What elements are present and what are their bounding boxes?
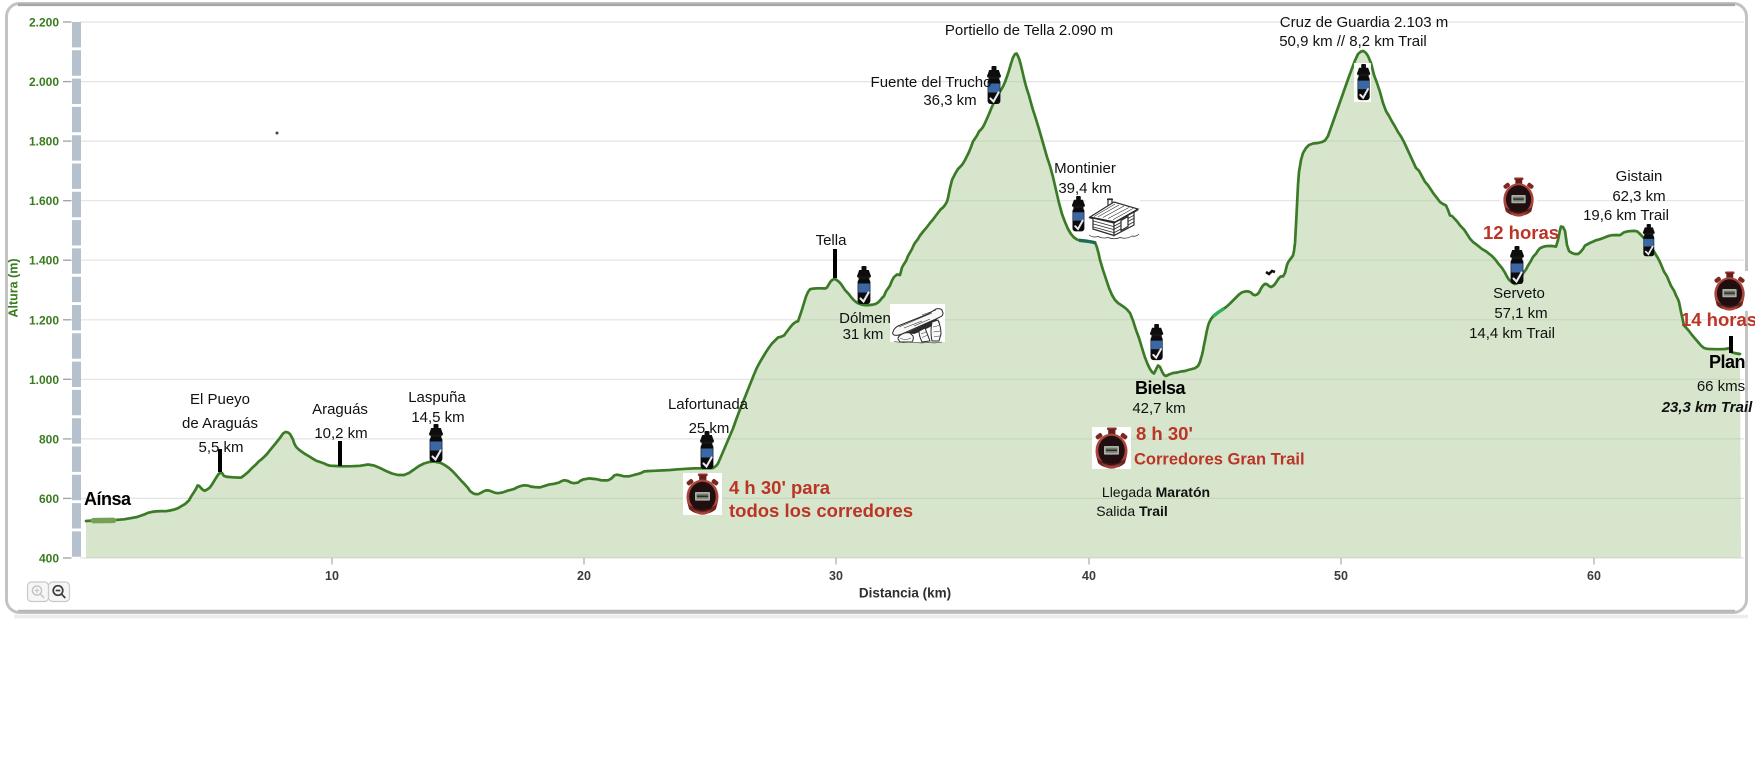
svg-text:40: 40 (1082, 569, 1096, 583)
svg-text:25 km: 25 km (689, 420, 730, 437)
svg-text:2.200: 2.200 (29, 16, 59, 30)
svg-text:39,4 km: 39,4 km (1058, 180, 1111, 197)
svg-text:14,5 km: 14,5 km (411, 409, 464, 426)
svg-text:1.200: 1.200 (29, 313, 59, 327)
svg-text:10,2 km: 10,2 km (314, 425, 367, 442)
svg-text:5,5 km: 5,5 km (198, 439, 243, 456)
svg-text:50,9 km // 8,2 km Trail: 50,9 km // 8,2 km Trail (1279, 33, 1427, 50)
svg-text:19,6 km Trail: 19,6 km Trail (1583, 207, 1669, 224)
svg-text:Salida Trail: Salida Trail (1096, 503, 1168, 519)
svg-text:1.400: 1.400 (29, 254, 59, 268)
svg-text:Plan: Plan (1709, 352, 1745, 372)
svg-text:42,7 km: 42,7 km (1132, 400, 1185, 417)
svg-text:1.800: 1.800 (29, 135, 59, 149)
svg-text:800: 800 (39, 432, 59, 446)
svg-text:31 km: 31 km (843, 326, 884, 343)
svg-text:2.000: 2.000 (29, 75, 59, 89)
svg-text:23,3 km Trail: 23,3 km Trail (1661, 399, 1753, 416)
svg-text:todos los corredores: todos los corredores (729, 500, 913, 521)
svg-text:Fuente del Trucho: Fuente del Trucho (871, 74, 992, 91)
svg-text:Aínsa: Aínsa (84, 489, 132, 509)
svg-text:Portiello de Tella 2.090 m: Portiello de Tella 2.090 m (945, 22, 1113, 39)
svg-text:Gistain: Gistain (1616, 168, 1663, 185)
svg-text:4 h 30' para: 4 h 30' para (729, 477, 831, 498)
svg-text:20: 20 (577, 569, 591, 583)
svg-text:10: 10 (325, 569, 339, 583)
svg-text:60: 60 (1587, 569, 1601, 583)
svg-text:57,1 km: 57,1 km (1494, 305, 1547, 322)
svg-text:de Araguás: de Araguás (182, 415, 258, 432)
svg-text:Bielsa: Bielsa (1135, 378, 1187, 398)
svg-text:Laspuña: Laspuña (408, 389, 466, 406)
svg-text:Montinier: Montinier (1054, 160, 1116, 177)
svg-text:Distancia (km): Distancia (km) (859, 586, 951, 601)
svg-text:Dólmen: Dólmen (839, 310, 891, 327)
svg-text:36,3 km: 36,3 km (923, 92, 976, 109)
svg-text:Araguás: Araguás (312, 401, 368, 418)
svg-text:30: 30 (829, 569, 843, 583)
svg-text:8 h 30': 8 h 30' (1136, 423, 1193, 444)
svg-text:14 horas: 14 horas (1681, 309, 1755, 330)
svg-text:Corredores Gran Trail: Corredores Gran Trail (1134, 451, 1305, 469)
svg-text:Altura (m): Altura (m) (7, 258, 21, 317)
svg-text:66 kms: 66 kms (1697, 378, 1745, 395)
svg-text:1.600: 1.600 (29, 194, 59, 208)
svg-text:Tella: Tella (816, 232, 848, 249)
svg-text:50: 50 (1334, 569, 1348, 583)
svg-text:600: 600 (39, 492, 59, 506)
svg-text:El Pueyo: El Pueyo (190, 391, 250, 408)
svg-text:14,4 km Trail: 14,4 km Trail (1469, 325, 1555, 342)
svg-text:Cruz de Guardia 2.103 m: Cruz de Guardia 2.103 m (1280, 14, 1448, 31)
svg-text:12 horas: 12 horas (1483, 222, 1559, 243)
svg-text:Lafortunada: Lafortunada (668, 396, 749, 413)
svg-text:Llegada Maratón: Llegada Maratón (1102, 484, 1210, 500)
svg-text:400: 400 (39, 552, 59, 566)
svg-text:62,3 km: 62,3 km (1612, 188, 1665, 205)
svg-text:1.000: 1.000 (29, 373, 59, 387)
svg-text:Serveto: Serveto (1493, 285, 1545, 302)
